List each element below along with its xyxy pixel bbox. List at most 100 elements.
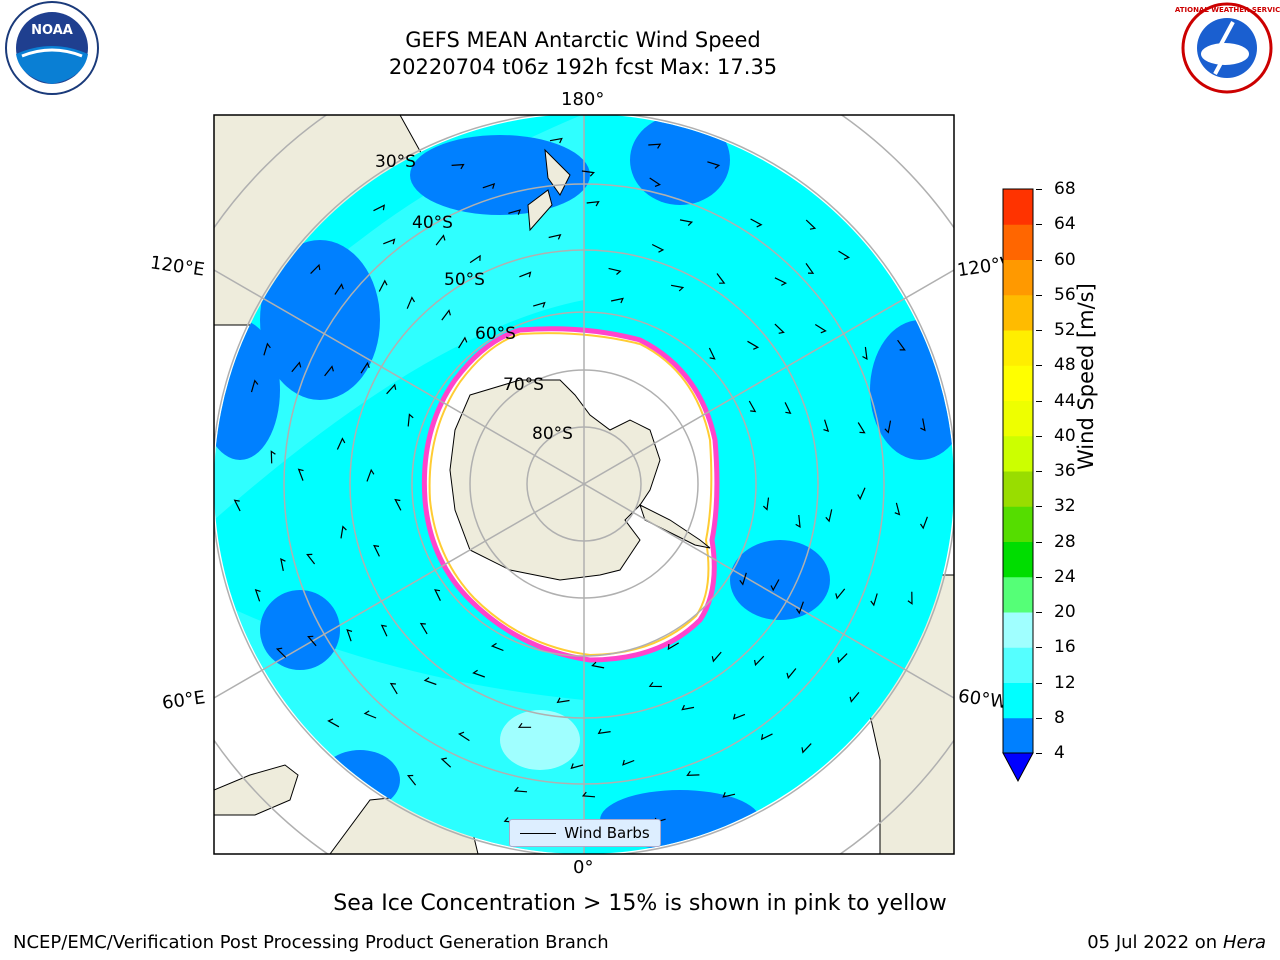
colorbar-segment [1003, 471, 1033, 507]
colorbar-under-triangle [1002, 752, 1034, 783]
colorbar-tick [1036, 612, 1042, 613]
wind-barb [419, 622, 428, 635]
wind-barb [556, 697, 570, 704]
wind-barb [360, 361, 370, 374]
wind-barb [784, 402, 792, 415]
lat-label-50s: 50°S [444, 270, 485, 290]
national-weather-service-logo: NATIONAL WEATHER SERVICE [1175, 2, 1280, 94]
wind-barb [324, 365, 334, 377]
wind-barb [795, 514, 801, 529]
wind-barb [670, 284, 685, 292]
wind-barb [457, 731, 470, 742]
colorbar-tick-label: 68 [1054, 179, 1076, 199]
wind-barb [870, 593, 878, 607]
wind-barb [394, 498, 402, 511]
colorbar-tick-label: 4 [1054, 743, 1065, 763]
colorbar-tick-label: 16 [1054, 637, 1076, 658]
wind-barb [907, 591, 913, 605]
wind-barb [533, 301, 546, 308]
wind-barb [919, 516, 928, 530]
wind-barb [837, 653, 848, 664]
colorbar-segment [1003, 506, 1033, 542]
colorbar-segment [1003, 365, 1033, 401]
wind-barb [748, 400, 757, 413]
wind-barb [862, 346, 868, 360]
lat-label-40s: 40°S [412, 213, 453, 233]
colorbar-segment [1003, 224, 1033, 260]
colorbar-tick-label: 32 [1054, 496, 1076, 517]
colorbar-segment [1003, 259, 1033, 296]
colorbar-tick-label: 48 [1054, 355, 1076, 376]
wind-barb [732, 713, 746, 720]
graticule [214, 115, 954, 854]
wind-barb [581, 170, 595, 177]
colorbar-segment [1003, 294, 1033, 331]
wind-barb [297, 468, 304, 481]
colorbar-tick [1036, 400, 1042, 402]
wind-barb [760, 733, 773, 741]
wind-barb [310, 263, 321, 275]
map-frame [213, 114, 955, 855]
wind-barb [897, 339, 906, 351]
wind-barb [838, 250, 851, 260]
colorbar-tick [1036, 330, 1042, 331]
wind-barb [667, 642, 680, 651]
wind-barb [336, 437, 346, 450]
wind-barb [366, 468, 375, 482]
lon-label-0: 0° [573, 857, 594, 878]
wind-barb [597, 728, 611, 735]
wind-barb [747, 340, 760, 350]
lat-label-30s: 30°S [375, 152, 416, 172]
wind-barb [884, 420, 892, 434]
wind-barb [716, 273, 726, 284]
noaa-logo: NOAA [5, 1, 99, 95]
polar-map [213, 114, 955, 855]
colorbar-tick-label: 44 [1054, 390, 1076, 411]
wind-barb [250, 379, 259, 393]
wind-barb [770, 579, 780, 592]
wind-barb [472, 669, 486, 678]
wind-barb [440, 757, 452, 768]
wind-barb [386, 383, 397, 395]
colorbar-tick [1036, 435, 1042, 437]
colorbar-tick-label: 12 [1054, 672, 1076, 693]
colorbar-tick [1036, 682, 1042, 684]
wind-barb [801, 743, 812, 754]
wind-barb [857, 422, 866, 434]
colorbar [1002, 188, 1034, 783]
wind-barb [805, 219, 817, 230]
wind-barb [275, 647, 287, 658]
wind-barb [490, 642, 504, 652]
wind-barb [823, 419, 830, 433]
colorbar-segment [1003, 612, 1033, 648]
colorbar-tick-label: 28 [1054, 531, 1076, 552]
wind-barb [270, 450, 276, 464]
lat-label-80s: 80°S [532, 424, 573, 444]
wind-barb [679, 219, 694, 227]
colorbar-tick-label: 60 [1054, 249, 1076, 270]
wind-barb [451, 163, 465, 170]
wind-barb [835, 588, 846, 600]
colorbar-tick [1036, 647, 1042, 649]
wind-barb [549, 137, 563, 144]
wind-barb [548, 233, 562, 240]
colorbar-tick [1036, 365, 1042, 367]
wind-barb [340, 525, 347, 539]
wind-barb [774, 277, 788, 286]
wind-barb [373, 544, 380, 557]
footer-date: 05 Jul 2022 on Hera [1087, 932, 1266, 953]
colorbar-tick-label: 36 [1054, 461, 1076, 481]
wind-barb [920, 418, 926, 432]
wind-barb [648, 681, 662, 688]
sea-ice-caption: Sea Ice Concentration > 15% is shown in … [333, 891, 947, 916]
wind-barb [407, 413, 414, 427]
wind-barb [739, 572, 747, 586]
svg-text:NATIONAL WEATHER SERVICE: NATIONAL WEATHER SERVICE [1175, 6, 1280, 14]
footer-date-text: 05 Jul 2022 on [1087, 932, 1223, 953]
colorbar-label: Wind Speed [m/s] [1074, 283, 1098, 470]
wind-barb [774, 323, 785, 334]
wind-barb [513, 786, 528, 793]
wind-barb [762, 497, 770, 511]
colorbar-segment [1003, 435, 1033, 472]
wind-barb [373, 204, 385, 212]
